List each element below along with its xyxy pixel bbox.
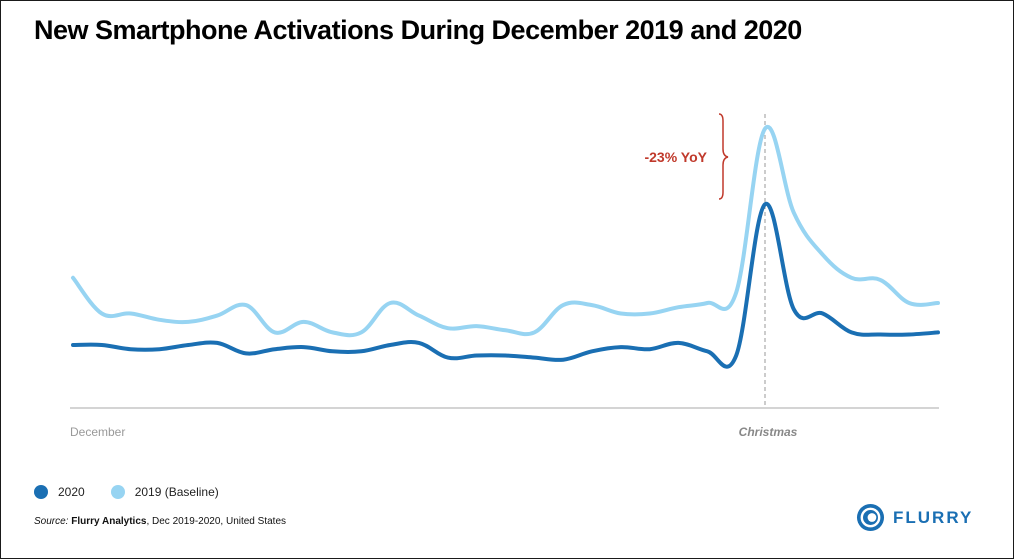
legend: 2020 2019 (Baseline) bbox=[34, 485, 245, 499]
flurry-logo: FLURRY bbox=[856, 503, 973, 532]
source-name: Flurry Analytics bbox=[71, 516, 147, 527]
chart-title: New Smartphone Activations During Decemb… bbox=[34, 15, 802, 45]
source-detail: , Dec 2019-2020, United States bbox=[146, 516, 286, 527]
legend-swatch-2019 bbox=[110, 485, 125, 499]
annotation-bracket bbox=[718, 113, 729, 200]
legend-item-2019: 2019 (Baseline) bbox=[110, 485, 219, 499]
x-label-start: December bbox=[70, 425, 125, 439]
x-label-christmas: Christmas bbox=[739, 425, 798, 439]
series-line-2019 bbox=[71, 124, 940, 338]
legend-label-2020: 2020 bbox=[58, 485, 85, 499]
legend-swatch-2020 bbox=[34, 485, 48, 499]
flurry-logo-text: FLURRY bbox=[893, 507, 974, 527]
source-note: Source: Flurry Analytics, Dec 2019-2020,… bbox=[34, 516, 286, 527]
legend-item-2020: 2020 bbox=[34, 485, 85, 499]
annotation-label: -23% YoY bbox=[644, 149, 707, 165]
legend-label-2019: 2019 (Baseline) bbox=[134, 485, 219, 499]
flurry-logo-icon bbox=[856, 503, 885, 532]
source-prefix: Source: bbox=[34, 516, 69, 527]
series-line-2020 bbox=[71, 202, 940, 369]
